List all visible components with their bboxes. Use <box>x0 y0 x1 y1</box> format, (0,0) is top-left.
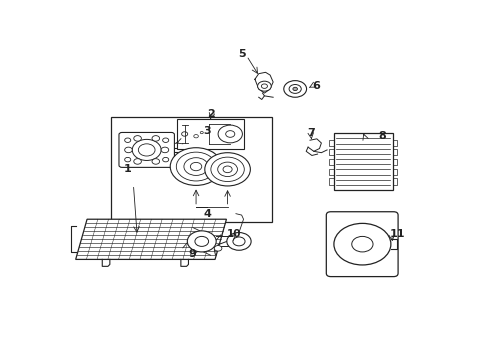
Circle shape <box>223 166 232 173</box>
Text: 1: 1 <box>124 164 132 174</box>
Bar <box>329 159 334 165</box>
Bar <box>393 149 397 156</box>
Bar <box>393 169 397 175</box>
Circle shape <box>334 223 391 265</box>
Circle shape <box>218 125 243 143</box>
Circle shape <box>161 147 169 153</box>
Text: 10: 10 <box>227 229 241 239</box>
Bar <box>334 133 393 190</box>
Circle shape <box>214 246 222 251</box>
Circle shape <box>190 162 202 171</box>
Text: 4: 4 <box>203 209 211 219</box>
Circle shape <box>170 148 222 185</box>
Text: 3: 3 <box>204 126 211 135</box>
Circle shape <box>134 159 142 164</box>
Text: 6: 6 <box>313 81 320 91</box>
Circle shape <box>132 139 161 161</box>
Text: 11: 11 <box>390 229 405 239</box>
Bar <box>393 179 397 185</box>
Bar <box>329 179 334 185</box>
Polygon shape <box>75 219 226 260</box>
Text: 2: 2 <box>207 109 215 119</box>
Circle shape <box>187 231 216 252</box>
Polygon shape <box>111 117 272 222</box>
Circle shape <box>124 147 132 153</box>
Text: 9: 9 <box>188 249 196 259</box>
FancyBboxPatch shape <box>326 212 398 276</box>
Text: 5: 5 <box>238 49 245 59</box>
Circle shape <box>134 136 142 141</box>
Text: 7: 7 <box>307 128 315 138</box>
Circle shape <box>258 81 271 91</box>
Bar <box>393 159 397 165</box>
FancyBboxPatch shape <box>119 132 174 167</box>
Circle shape <box>163 138 169 143</box>
Circle shape <box>293 87 297 91</box>
Circle shape <box>124 157 131 162</box>
Bar <box>329 140 334 146</box>
Circle shape <box>152 136 160 141</box>
Circle shape <box>163 157 169 162</box>
Text: 8: 8 <box>378 131 386 141</box>
Bar <box>329 149 334 156</box>
Circle shape <box>205 153 250 186</box>
Circle shape <box>227 233 251 250</box>
Circle shape <box>228 237 242 246</box>
Bar <box>329 169 334 175</box>
Circle shape <box>284 81 307 97</box>
Bar <box>393 140 397 146</box>
Circle shape <box>152 159 160 164</box>
Bar <box>177 120 244 149</box>
Circle shape <box>124 138 131 143</box>
